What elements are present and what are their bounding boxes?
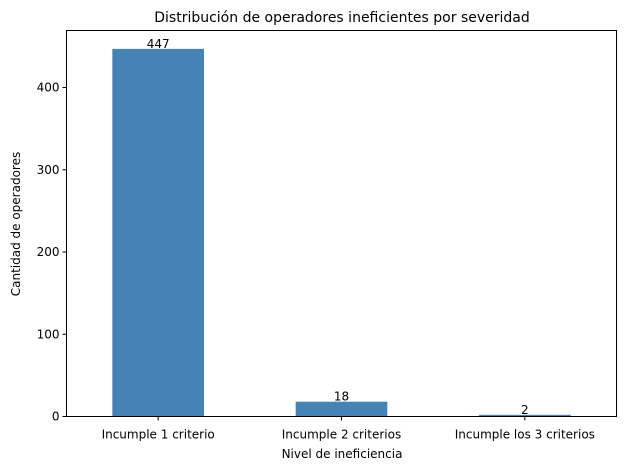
- y-tick-label: 100: [37, 327, 60, 341]
- bar-value-label: 447: [147, 37, 170, 51]
- bar: [479, 414, 571, 417]
- bar-labels: 447 18 2: [147, 37, 529, 417]
- plot-frame: [66, 30, 617, 417]
- y-axis-ticks: 0 100 200 300 400: [37, 81, 67, 424]
- y-axis-title: Cantidad de operadores: [9, 152, 23, 297]
- bars: [112, 48, 571, 417]
- y-tick-label: 400: [37, 81, 60, 95]
- x-tick-label: Incumple 2 criterios: [282, 428, 401, 442]
- bar: [112, 48, 204, 417]
- y-tick-label: 300: [37, 163, 60, 177]
- bar-value-label: 18: [334, 390, 349, 404]
- y-tick-label: 200: [37, 245, 60, 259]
- y-tick-label: 0: [52, 410, 60, 424]
- x-tick-label: Incumple 1 criterio: [102, 428, 215, 442]
- bar: [295, 401, 388, 417]
- chart-title: Distribución de operadores ineficientes …: [154, 10, 530, 26]
- x-axis-title: Nivel de ineficiencia: [282, 447, 403, 461]
- bar-value-label: 2: [521, 403, 529, 417]
- x-axis-ticks: Incumple 1 criterio Incumple 2 criterios I…: [102, 416, 595, 442]
- x-tick-label: Incumple los 3 criterios: [455, 428, 595, 442]
